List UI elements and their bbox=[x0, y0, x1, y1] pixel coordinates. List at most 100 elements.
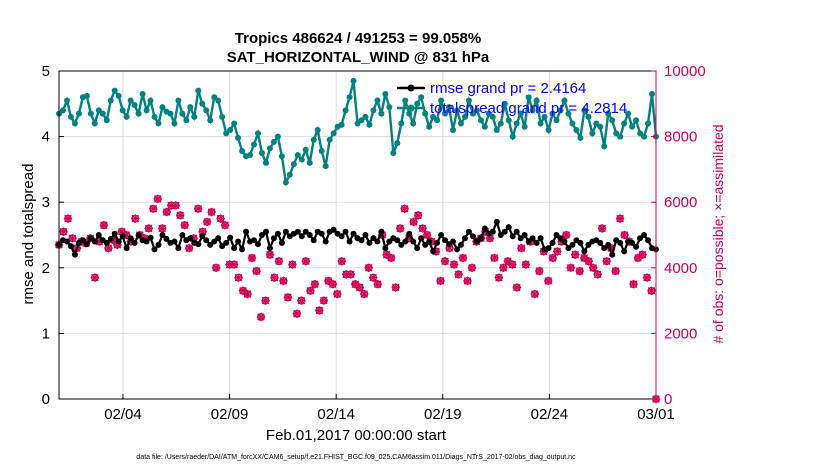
totalspread-point bbox=[561, 97, 568, 104]
totalspread-point bbox=[477, 117, 484, 124]
y-right-tick-label: 6000 bbox=[664, 194, 697, 211]
obs-point bbox=[386, 253, 396, 263]
totalspread-point bbox=[398, 120, 405, 127]
rmse-point bbox=[477, 235, 484, 242]
rmse-point bbox=[577, 239, 584, 246]
totalspread-point bbox=[298, 156, 305, 163]
rmse-point bbox=[569, 241, 576, 248]
rmse-point bbox=[318, 230, 325, 237]
totalspread-point bbox=[103, 117, 110, 124]
obs-point bbox=[131, 214, 140, 223]
totalspread-point bbox=[505, 117, 512, 124]
totalspread-point bbox=[258, 150, 265, 156]
rmse-point bbox=[342, 228, 349, 235]
rmse-point bbox=[450, 238, 457, 245]
obs-point bbox=[220, 220, 230, 230]
rmse-point bbox=[430, 248, 437, 255]
totalspread-point bbox=[262, 159, 269, 166]
obs-point bbox=[373, 280, 382, 289]
obs-point bbox=[467, 263, 477, 272]
totalspread-point bbox=[251, 141, 258, 148]
totalspread-point bbox=[537, 120, 544, 127]
obs-point bbox=[422, 230, 432, 240]
totalspread-point bbox=[151, 113, 158, 120]
totalspread-point bbox=[633, 117, 640, 124]
totalspread-point bbox=[497, 120, 504, 127]
totalspread-point bbox=[239, 148, 246, 155]
rmse-point bbox=[637, 235, 644, 242]
obs-point bbox=[440, 257, 450, 266]
obs-point bbox=[517, 243, 526, 253]
obs-point bbox=[463, 276, 472, 286]
rmse-point bbox=[235, 238, 242, 245]
rmse-point bbox=[67, 243, 74, 250]
rmse-point bbox=[298, 233, 305, 240]
rmse-point bbox=[147, 234, 154, 241]
rmse-point bbox=[255, 241, 261, 248]
rmse-point bbox=[123, 245, 130, 252]
totalspread-point bbox=[290, 161, 297, 168]
rmse-point bbox=[469, 233, 476, 240]
totalspread-point bbox=[227, 127, 234, 134]
totalspread-point bbox=[549, 110, 556, 117]
obs-point bbox=[337, 257, 346, 266]
totalspread-point bbox=[183, 117, 190, 124]
totalspread-point bbox=[438, 97, 445, 104]
rmse-point bbox=[553, 232, 560, 238]
rmse-point bbox=[251, 237, 258, 244]
rmse-point bbox=[497, 232, 504, 238]
obs-point bbox=[593, 270, 602, 279]
obs-point bbox=[346, 270, 355, 279]
obs-point bbox=[575, 266, 584, 276]
rmse-point bbox=[378, 228, 385, 235]
rmse-point bbox=[489, 228, 496, 235]
x-tick-label: 02/24 bbox=[531, 406, 569, 423]
rmse-point bbox=[601, 245, 608, 252]
rmse-point bbox=[641, 232, 648, 238]
rmse-point bbox=[87, 235, 94, 242]
rmse-point bbox=[617, 239, 624, 246]
rmse-point bbox=[414, 245, 421, 252]
totalspread-point bbox=[557, 107, 564, 114]
totalspread-point bbox=[446, 104, 453, 111]
totalspread-point bbox=[247, 151, 254, 158]
rmse-point bbox=[473, 238, 480, 245]
totalspread-point bbox=[465, 97, 472, 104]
totalspread-point bbox=[318, 148, 325, 155]
totalspread-point bbox=[330, 130, 337, 137]
rmse-point bbox=[227, 234, 234, 241]
totalspread-point bbox=[326, 136, 333, 143]
obs-point bbox=[629, 280, 638, 289]
totalspread-point bbox=[442, 110, 449, 117]
totalspread-point bbox=[370, 107, 377, 114]
obs-point bbox=[454, 270, 463, 279]
rmse-point bbox=[91, 238, 98, 245]
obs-point bbox=[167, 201, 176, 210]
obs-point bbox=[207, 207, 216, 217]
rmse-point bbox=[211, 238, 218, 245]
obs-point bbox=[68, 234, 77, 243]
totalspread-point bbox=[613, 130, 620, 137]
totalspread-point bbox=[513, 120, 520, 127]
obs-point bbox=[548, 253, 557, 263]
obs-point bbox=[409, 217, 418, 227]
rmse-point bbox=[107, 235, 114, 242]
rmse-point bbox=[517, 235, 524, 242]
totalspread-point bbox=[406, 110, 413, 117]
totalspread-point bbox=[585, 113, 592, 120]
rmse-point bbox=[406, 230, 413, 237]
rmse-point bbox=[243, 228, 250, 235]
obs-point bbox=[234, 273, 243, 282]
obs-point bbox=[647, 286, 656, 295]
obs-point bbox=[553, 247, 562, 256]
chart-subtitle: SAT_HORIZONTAL_WIND @ 831 hPa bbox=[227, 49, 490, 66]
rmse-point bbox=[63, 238, 70, 245]
totalspread-point bbox=[545, 127, 552, 134]
totalspread-point bbox=[211, 94, 218, 101]
x-axis-label: Feb.01,2017 00:00:00 start bbox=[266, 427, 447, 444]
totalspread-point bbox=[489, 113, 496, 120]
y-left-tick-label: 0 bbox=[42, 391, 50, 408]
rmse-point bbox=[258, 232, 265, 238]
totalspread-point bbox=[119, 107, 126, 114]
